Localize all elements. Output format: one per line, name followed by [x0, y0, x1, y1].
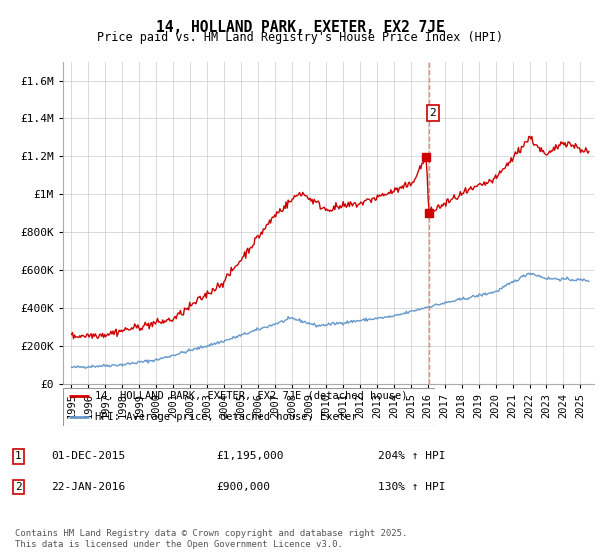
Text: 01-DEC-2015: 01-DEC-2015: [51, 451, 125, 461]
Text: £900,000: £900,000: [216, 482, 270, 492]
Text: 14, HOLLAND PARK, EXETER, EX2 7JE: 14, HOLLAND PARK, EXETER, EX2 7JE: [155, 20, 445, 35]
Text: 2: 2: [430, 108, 436, 118]
Text: HPI: Average price, detached house, Exeter: HPI: Average price, detached house, Exet…: [95, 412, 357, 422]
Text: 204% ↑ HPI: 204% ↑ HPI: [378, 451, 445, 461]
Text: Contains HM Land Registry data © Crown copyright and database right 2025.
This d: Contains HM Land Registry data © Crown c…: [15, 529, 407, 549]
Text: £1,195,000: £1,195,000: [216, 451, 284, 461]
Text: 130% ↑ HPI: 130% ↑ HPI: [378, 482, 445, 492]
Text: Price paid vs. HM Land Registry's House Price Index (HPI): Price paid vs. HM Land Registry's House …: [97, 31, 503, 44]
Text: 1: 1: [15, 451, 22, 461]
Text: 22-JAN-2016: 22-JAN-2016: [51, 482, 125, 492]
Text: 14, HOLLAND PARK, EXETER, EX2 7JE (detached house): 14, HOLLAND PARK, EXETER, EX2 7JE (detac…: [95, 391, 407, 401]
Text: 2: 2: [15, 482, 22, 492]
